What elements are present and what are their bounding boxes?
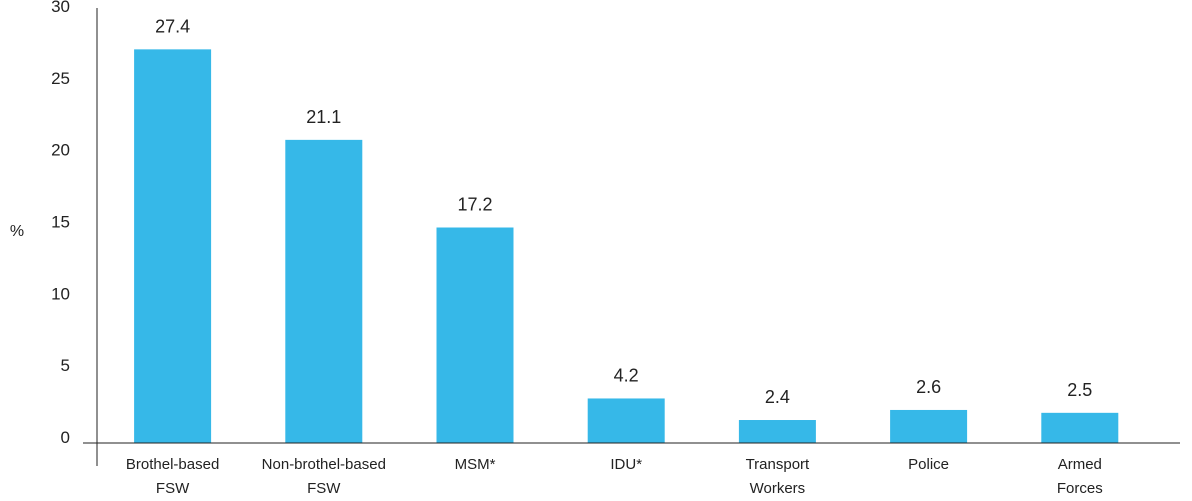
- data-label: 2.5: [1067, 380, 1092, 400]
- bar: [738, 420, 816, 443]
- data-label: 2.6: [916, 377, 941, 397]
- category-label: Police: [908, 456, 949, 473]
- category-labels: Brothel-based FSW Non-brothel-based FSW MSM*…: [126, 456, 1103, 497]
- data-label: 2.4: [765, 387, 790, 407]
- y-tick-label: 5: [61, 356, 70, 375]
- category-label: Brothel-based: [126, 456, 219, 473]
- category-label: Armed: [1058, 456, 1102, 473]
- data-label: 21.1: [306, 107, 341, 127]
- y-axis-ticks: 0 5 10 15 20 25 30: [51, 0, 70, 447]
- y-tick-label: 30: [51, 0, 70, 16]
- bar: [285, 139, 363, 443]
- data-label: 4.2: [614, 365, 639, 385]
- category-label: Workers: [750, 480, 806, 497]
- y-axis-label: %: [10, 223, 24, 240]
- category-label: MSM*: [455, 456, 496, 473]
- data-labels: 27.4 21.1 17.2 4.2 2.4 2.6 2.5: [155, 16, 1092, 407]
- category-label: Transport: [746, 456, 810, 473]
- bars: [134, 49, 1119, 443]
- bar: [1041, 412, 1119, 443]
- y-tick-label: 0: [61, 428, 70, 447]
- bar: [134, 49, 212, 443]
- y-tick-label: 10: [51, 284, 70, 303]
- y-tick-label: 20: [51, 141, 70, 160]
- category-label: IDU*: [610, 456, 642, 473]
- category-label: FSW: [156, 480, 190, 497]
- data-label: 17.2: [457, 195, 492, 215]
- category-label: Forces: [1057, 480, 1103, 497]
- y-tick-label: 15: [51, 213, 70, 232]
- bar: [587, 398, 665, 443]
- category-label: Non-brothel-based: [262, 456, 386, 473]
- bar: [436, 227, 514, 443]
- bar: [890, 409, 968, 443]
- data-label: 27.4: [155, 16, 190, 36]
- category-label: FSW: [307, 480, 341, 497]
- y-tick-label: 25: [51, 69, 70, 88]
